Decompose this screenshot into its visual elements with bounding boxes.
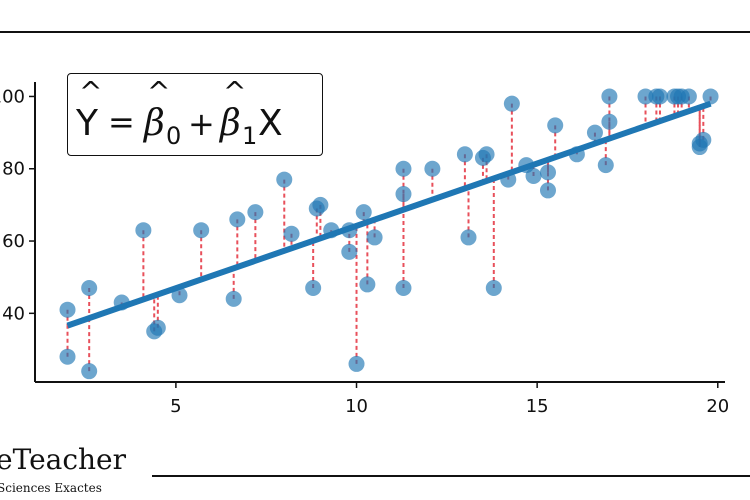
data-point: [149, 319, 166, 336]
data-point: [283, 225, 300, 242]
data-point: [81, 280, 98, 297]
equation-y-hat: Y: [75, 103, 99, 144]
y-tick-label: 60: [2, 231, 25, 252]
y-tick-label: 40: [2, 303, 25, 324]
data-point: [586, 124, 603, 141]
header-divider: [0, 31, 750, 33]
data-point: [503, 95, 520, 112]
equation-hat-1: ^: [79, 75, 102, 108]
data-point: [359, 276, 376, 293]
regression-equation-box: Y ^ = β ^ 0 + β ^ 1 X: [67, 73, 323, 156]
data-point: [547, 117, 564, 134]
data-point: [312, 196, 329, 213]
equation-subscript-0: 0: [166, 122, 181, 150]
data-point: [229, 211, 246, 228]
data-point: [59, 301, 76, 318]
x-tick-label: 5: [170, 396, 181, 417]
brand-tagline: Sciences Exactes: [0, 481, 102, 495]
data-point: [695, 131, 712, 148]
brand-name: eTeacher: [0, 443, 127, 476]
x-tick-label: 15: [526, 396, 549, 417]
data-point: [355, 204, 372, 221]
data-point: [366, 229, 383, 246]
data-point: [651, 88, 668, 105]
data-point: [341, 243, 358, 260]
equation-plus: +: [188, 105, 215, 143]
data-point: [601, 113, 618, 130]
data-point: [276, 171, 293, 188]
data-point: [597, 157, 614, 174]
equation-hat-3: ^: [223, 75, 246, 108]
data-point: [135, 222, 152, 239]
equation-equals: =: [108, 103, 135, 141]
data-point: [193, 222, 210, 239]
regression-line: [66, 100, 712, 329]
data-point: [680, 88, 697, 105]
data-point: [395, 186, 412, 203]
y-tick-label: 80: [2, 159, 25, 180]
data-point: [225, 290, 242, 307]
x-tick-label: 20: [706, 396, 729, 417]
footer-divider: [152, 475, 750, 477]
y-tick-label: 100: [0, 86, 25, 107]
data-point: [460, 229, 477, 246]
data-point: [456, 146, 473, 163]
data-point: [59, 348, 76, 365]
data-point: [539, 182, 556, 199]
data-point: [247, 204, 264, 221]
data-point: [81, 363, 98, 380]
equation-subscript-1: 1: [242, 122, 257, 150]
data-point: [305, 280, 322, 297]
equation-beta-0: β: [142, 103, 165, 144]
data-point: [525, 167, 542, 184]
equation-beta-1: β: [218, 103, 241, 144]
data-point: [395, 280, 412, 297]
data-point: [424, 160, 441, 177]
data-point: [539, 164, 556, 181]
data-point: [395, 160, 412, 177]
equation-x: X: [258, 103, 283, 144]
data-point: [702, 88, 719, 105]
regression-equation: Y ^ = β ^ 0 + β ^ 1 X: [75, 75, 283, 150]
equation-hat-2: ^: [147, 75, 170, 108]
data-point: [601, 88, 618, 105]
x-tick-label: 10: [345, 396, 368, 417]
data-point: [485, 280, 502, 297]
data-point: [348, 355, 365, 372]
data-point: [478, 146, 495, 163]
